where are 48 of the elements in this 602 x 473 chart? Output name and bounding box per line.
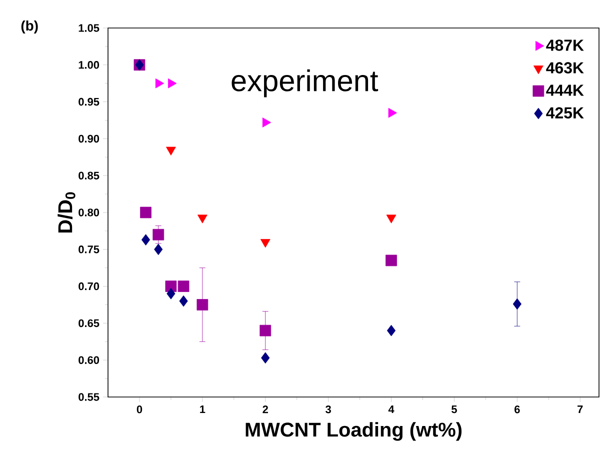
x-axis-title: MWCNT Loading (wt%)	[246, 422, 462, 441]
y-tick-label: 0.65	[78, 319, 100, 328]
point	[388, 108, 397, 118]
point	[512, 298, 522, 310]
x-tick-label: 5	[452, 406, 457, 414]
x-tick-label: 7	[578, 406, 583, 414]
point	[196, 299, 208, 310]
point	[166, 146, 176, 156]
y-tick-label: 0.70	[78, 282, 100, 290]
y-tick-label: 1.00	[78, 61, 100, 69]
x-tick-label: 2	[262, 406, 268, 414]
y-tick-label: 0.75	[78, 246, 100, 254]
point	[386, 324, 396, 336]
annotation: experiment	[232, 69, 378, 98]
point	[178, 280, 190, 292]
legend-label: 463K	[546, 62, 584, 74]
legend-label: 444K	[546, 84, 584, 96]
point	[386, 254, 397, 266]
point	[386, 214, 396, 224]
y-tick-label: 0.90	[78, 134, 100, 143]
y-tick-label: 0.55	[78, 393, 100, 401]
y-axis-title: D/D$_{0}$	[58, 192, 76, 232]
point	[152, 228, 164, 240]
point	[260, 324, 272, 336]
point	[155, 78, 164, 88]
y-tick-label: 0.85	[78, 172, 100, 180]
x-tick-label: 0	[136, 406, 142, 414]
point	[261, 352, 270, 364]
point	[141, 234, 150, 246]
y-tick-label: 0.95	[78, 98, 100, 106]
point	[197, 214, 208, 224]
point	[260, 239, 270, 248]
text: (b)	[21, 20, 38, 34]
y-tick-label: 0.60	[78, 356, 100, 364]
x-tick-label: 6	[514, 406, 520, 414]
point	[262, 118, 272, 128]
x-tick-label: 1	[200, 406, 206, 414]
x-tick-label: 3	[326, 406, 331, 414]
x-tick-label: 4	[388, 406, 394, 414]
legend-label: 487K	[546, 40, 584, 51]
legend-label: 425K	[546, 107, 584, 119]
point	[154, 244, 163, 256]
point	[168, 78, 177, 88]
y-tick-label: 0.80	[78, 208, 100, 216]
point	[166, 288, 176, 300]
y-tick-label: 1.05	[78, 24, 100, 32]
point	[179, 295, 188, 307]
point	[140, 206, 152, 218]
